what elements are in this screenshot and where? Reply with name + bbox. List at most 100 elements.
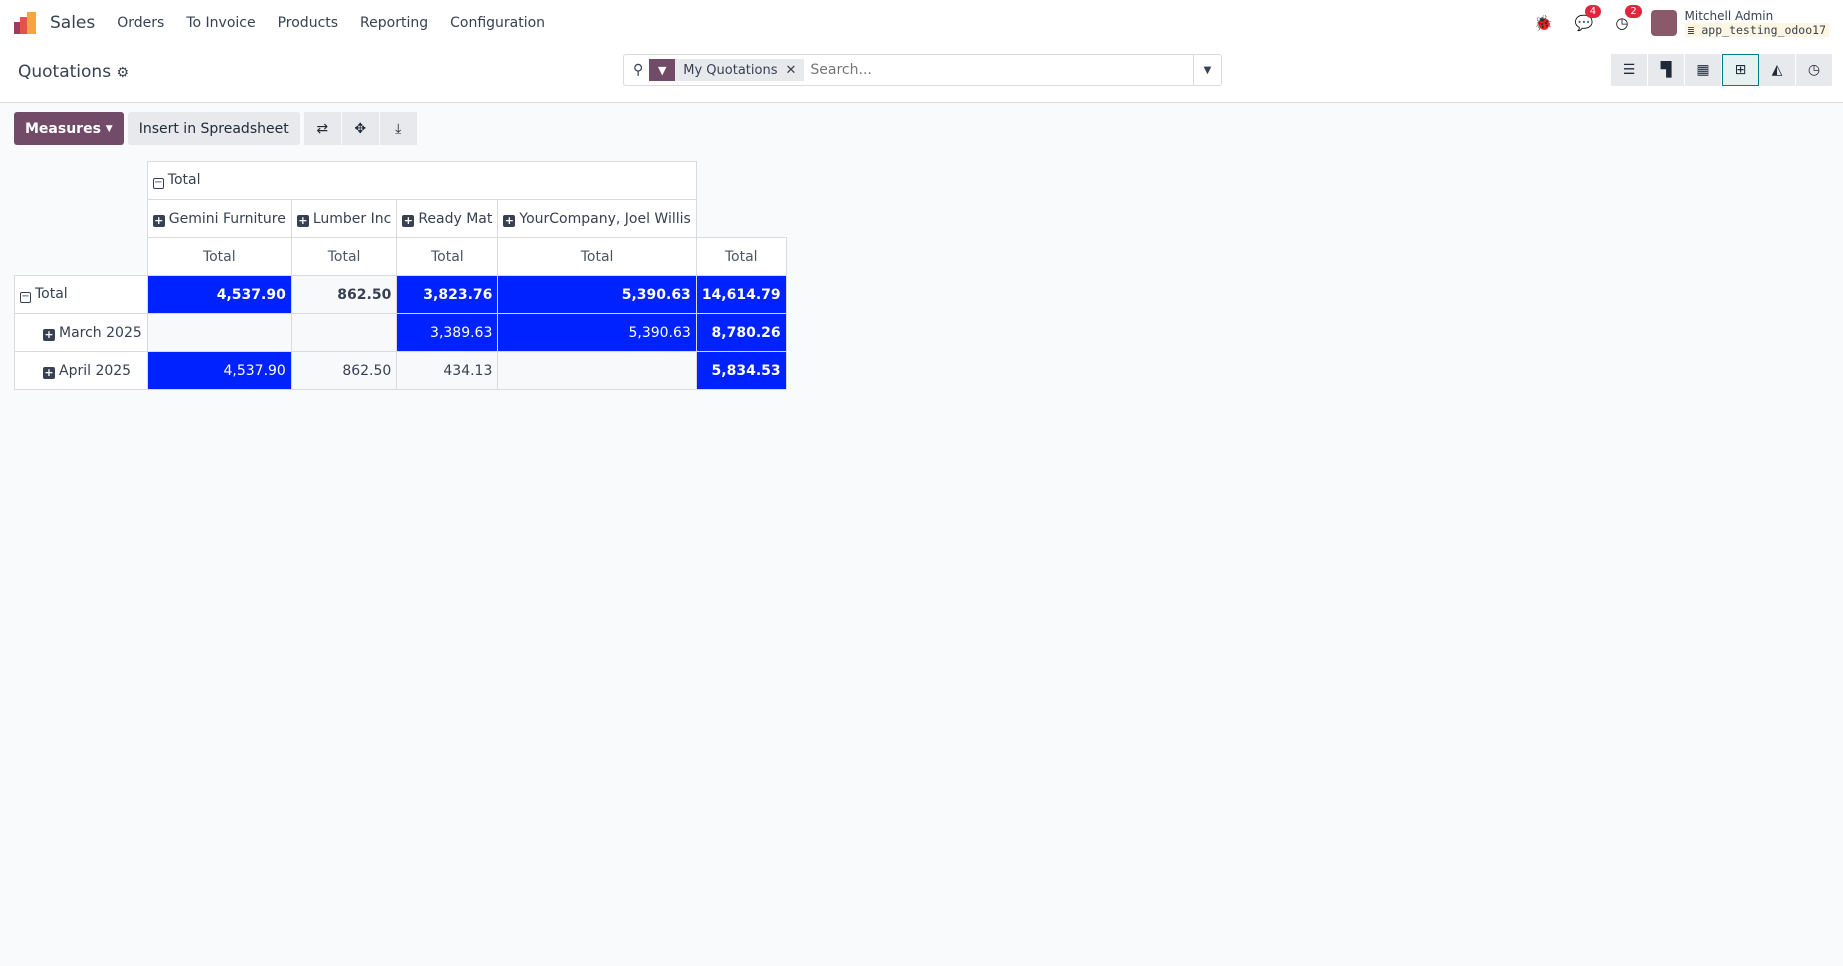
table-row: − Total 4,537.90 862.50 3,823.76 5,390.63 14,6… bbox=[14, 275, 787, 314]
area-chart-icon: ◭ bbox=[1771, 62, 1783, 78]
pivot-cell[interactable] bbox=[497, 351, 697, 390]
messages-button[interactable]: 💬 4 bbox=[1574, 4, 1602, 32]
database-name: app_testing_odoo17 bbox=[1701, 22, 1826, 37]
pivot-cell[interactable]: 8,780.26 bbox=[695, 313, 787, 352]
menu-reporting[interactable]: Reporting bbox=[360, 14, 429, 31]
download-button[interactable]: ⤓ bbox=[379, 112, 417, 145]
pivot-toolbar: Measures ▼ Insert in Spreadsheet ⇄ ✥ ⤓ bbox=[14, 112, 417, 145]
search-options-toggle[interactable]: ▼ bbox=[1193, 55, 1221, 85]
header-label: Ready Mat bbox=[418, 210, 493, 227]
flip-axis-button[interactable]: ⇄ bbox=[303, 112, 341, 145]
expand-all-button[interactable]: ✥ bbox=[341, 112, 379, 145]
search-input[interactable] bbox=[810, 62, 1193, 78]
menu-to-invoice[interactable]: To Invoice bbox=[186, 14, 256, 31]
pivot-cell[interactable]: 3,389.63 bbox=[396, 313, 499, 352]
measures-label: Measures bbox=[25, 120, 101, 137]
pivot-cell[interactable]: 3,823.76 bbox=[396, 275, 499, 314]
minus-square-icon: − bbox=[20, 291, 31, 303]
activities-badge: 2 bbox=[1625, 4, 1642, 18]
pivot-cell[interactable] bbox=[146, 313, 292, 352]
row-header[interactable]: − Total bbox=[14, 275, 148, 314]
pivot-cell[interactable]: 5,390.63 bbox=[497, 275, 697, 314]
debug-bug-icon[interactable]: 🐞 bbox=[1534, 13, 1553, 32]
search-bar: ⚲ ▼ My Quotations ✕ ▼ bbox=[623, 54, 1222, 86]
measure-header[interactable]: Total bbox=[146, 237, 292, 276]
header-label: YourCompany, Joel Willis bbox=[519, 210, 691, 227]
minus-square-icon: − bbox=[152, 177, 164, 189]
user-name: Mitchell Admin bbox=[1684, 8, 1774, 23]
col-header-lumber[interactable]: + Lumber Inc bbox=[290, 199, 398, 238]
list-view-button[interactable]: ☰ bbox=[1611, 54, 1648, 86]
plus-square-icon: + bbox=[296, 213, 309, 227]
clock-icon: ◷ bbox=[1615, 13, 1629, 32]
pivot-view-button[interactable]: ⊞ bbox=[1722, 54, 1759, 86]
caret-down-icon: ▼ bbox=[1203, 64, 1212, 76]
graph-view-button[interactable]: ◭ bbox=[1759, 54, 1796, 86]
col-header-ready-mat[interactable]: + Ready Mat bbox=[396, 199, 499, 238]
plus-square-icon: + bbox=[152, 213, 165, 227]
exchange-icon: ⇄ bbox=[316, 120, 329, 137]
view-switcher: ☰ ▜ ▦ ⊞ ◭ ◷ bbox=[1611, 54, 1833, 86]
menu-products[interactable]: Products bbox=[277, 14, 339, 31]
facet-label: My Quotations bbox=[683, 62, 778, 78]
avatar bbox=[1650, 9, 1677, 36]
measure-header[interactable]: Total bbox=[695, 237, 787, 276]
messages-badge: 4 bbox=[1584, 4, 1602, 18]
col-header-yourcompany[interactable]: + YourCompany, Joel Willis bbox=[497, 199, 697, 238]
calendar-view-button[interactable]: ▦ bbox=[1685, 54, 1722, 86]
filter-icon: ▼ bbox=[649, 59, 676, 81]
app-name[interactable]: Sales bbox=[50, 12, 96, 33]
pivot-cell[interactable]: 862.50 bbox=[290, 351, 398, 390]
insert-spreadsheet-button[interactable]: Insert in Spreadsheet bbox=[127, 112, 300, 145]
col-header-total[interactable]: − Total bbox=[146, 161, 697, 200]
table-row: + March 2025 3,389.63 5,390.63 8,780.26 bbox=[14, 313, 787, 352]
arrows-icon: ✥ bbox=[354, 120, 367, 137]
activity-view-button[interactable]: ◷ bbox=[1796, 54, 1833, 86]
menu-configuration[interactable]: Configuration bbox=[450, 14, 546, 31]
row-label: March 2025 bbox=[59, 324, 142, 341]
measure-header[interactable]: Total bbox=[497, 237, 697, 276]
activities-button[interactable]: ◷ 2 bbox=[1615, 4, 1642, 32]
pivot-cell[interactable]: 434.13 bbox=[396, 351, 499, 390]
clock-icon: ◷ bbox=[1807, 62, 1821, 78]
page-title: Quotations bbox=[18, 62, 112, 82]
pivot-cell[interactable]: 4,537.90 bbox=[146, 351, 292, 390]
row-label: Total bbox=[35, 286, 68, 302]
navbar: Sales Orders To Invoice Products Reporti… bbox=[0, 0, 1843, 45]
pivot-cell[interactable] bbox=[290, 313, 398, 352]
measure-header[interactable]: Total bbox=[290, 237, 398, 276]
menu-orders[interactable]: Orders bbox=[117, 14, 165, 31]
measures-button[interactable]: Measures ▼ bbox=[14, 112, 124, 145]
kanban-icon: ▜ bbox=[1660, 62, 1672, 78]
header-label: Lumber Inc bbox=[312, 210, 392, 227]
chat-icon: 💬 bbox=[1574, 13, 1594, 32]
plus-square-icon: + bbox=[43, 365, 55, 379]
user-menu[interactable]: Mitchell Admin ≣ app_testing_odoo17 bbox=[1650, 8, 1829, 37]
gear-icon[interactable]: ⚙ bbox=[116, 65, 130, 81]
calendar-icon: ▦ bbox=[1696, 62, 1710, 78]
filter-facet: ▼ My Quotations ✕ bbox=[649, 59, 805, 81]
pivot-cell[interactable]: 5,390.63 bbox=[497, 313, 697, 352]
kanban-view-button[interactable]: ▜ bbox=[1648, 54, 1685, 86]
row-header[interactable]: + April 2025 bbox=[14, 351, 148, 390]
header-label: Total bbox=[167, 172, 201, 188]
database-icon: ≣ bbox=[1687, 22, 1702, 37]
plus-square-icon: + bbox=[43, 327, 55, 341]
list-icon: ☰ bbox=[1622, 62, 1636, 78]
measure-header[interactable]: Total bbox=[396, 237, 499, 276]
table-row: + April 2025 4,537.90 862.50 434.13 5,834.53 bbox=[14, 351, 787, 390]
sales-logo-icon[interactable] bbox=[14, 11, 38, 34]
col-header-gemini[interactable]: + Gemini Furniture bbox=[146, 199, 292, 238]
search-icon[interactable]: ⚲ bbox=[633, 62, 644, 78]
pivot-table: − Total + Gemini Furniture + Lumber Inc + Re… bbox=[14, 161, 787, 390]
row-label: April 2025 bbox=[59, 362, 132, 379]
table-icon: ⊞ bbox=[1734, 62, 1747, 78]
pivot-cell[interactable]: 5,834.53 bbox=[695, 351, 787, 390]
pivot-cell[interactable]: 862.50 bbox=[290, 275, 398, 314]
pivot-cell[interactable]: 4,537.90 bbox=[146, 275, 292, 314]
plus-square-icon: + bbox=[503, 213, 516, 227]
close-icon[interactable]: ✕ bbox=[785, 62, 797, 78]
row-header[interactable]: + March 2025 bbox=[14, 313, 148, 352]
plus-square-icon: + bbox=[402, 213, 415, 227]
pivot-cell[interactable]: 14,614.79 bbox=[695, 275, 787, 314]
